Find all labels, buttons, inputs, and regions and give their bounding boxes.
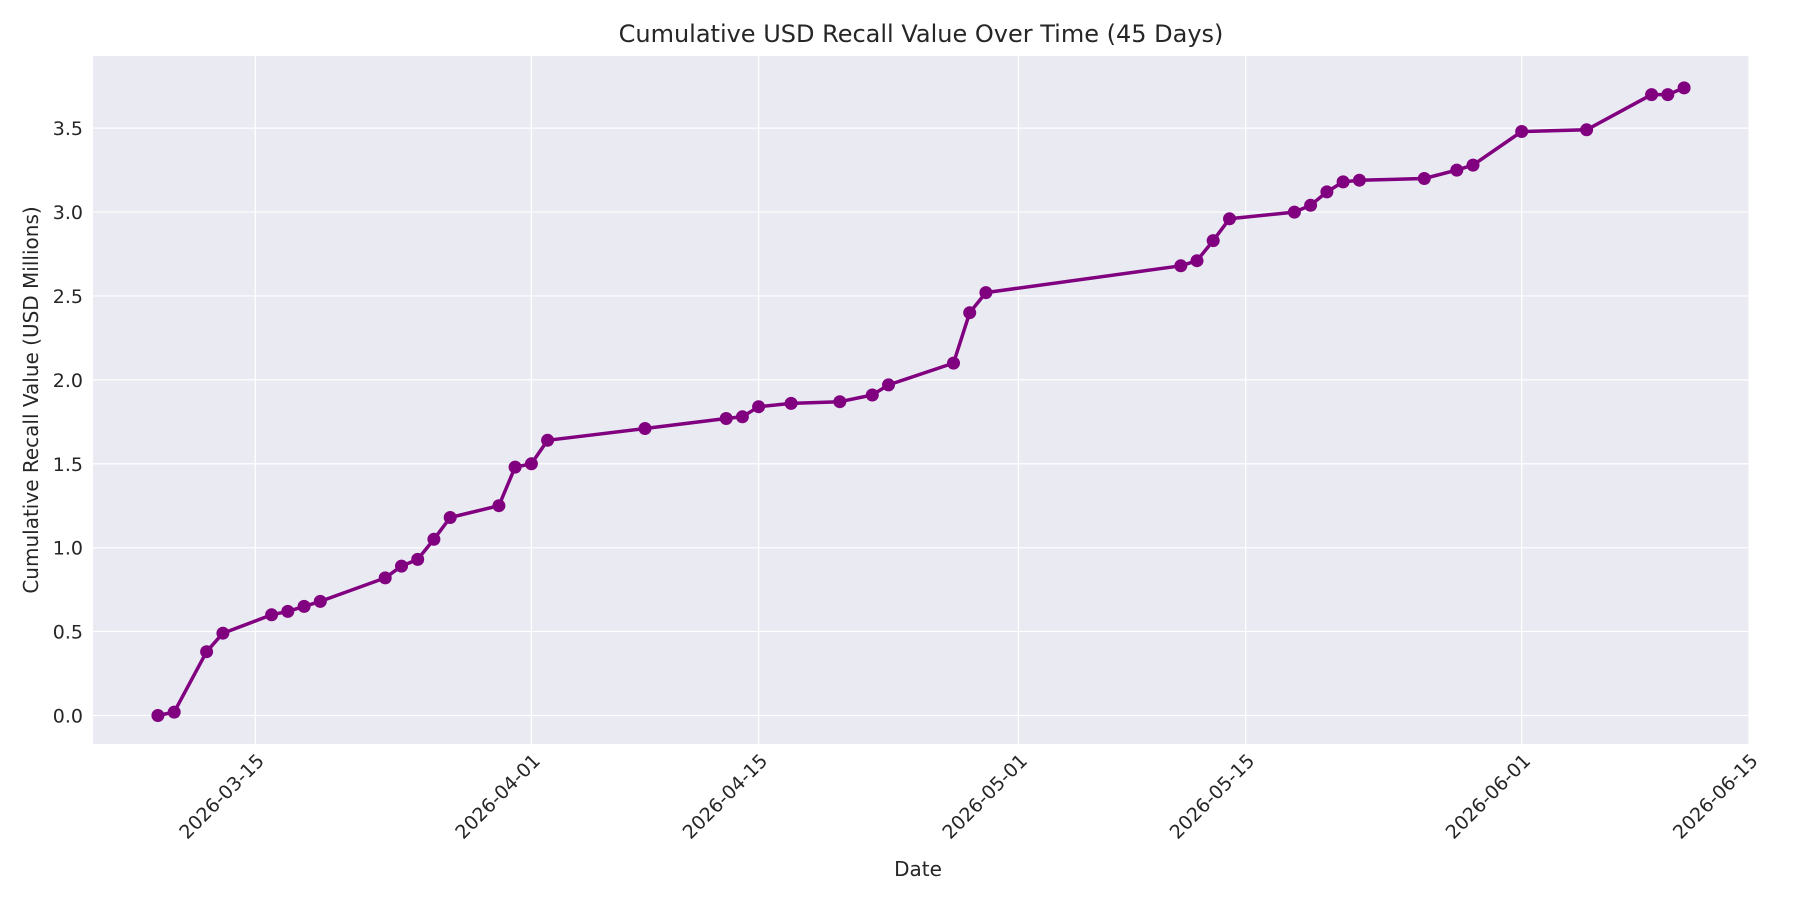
data-point — [541, 433, 555, 447]
data-point — [833, 395, 847, 409]
data-point — [297, 599, 311, 613]
data-point — [492, 499, 506, 513]
y-tick-label: 1.5 — [53, 454, 83, 476]
data-point — [1287, 205, 1301, 219]
data-point — [947, 356, 960, 370]
data-point — [882, 378, 895, 392]
data-point — [1174, 259, 1188, 273]
data-point — [395, 559, 408, 573]
data-point — [1515, 125, 1529, 138]
data-point — [1580, 123, 1594, 137]
data-point — [411, 552, 425, 566]
data-point — [1320, 185, 1334, 199]
data-point — [1466, 158, 1480, 172]
data-point — [216, 626, 230, 640]
data-point — [784, 396, 798, 410]
y-tick-label: 3.0 — [53, 202, 83, 224]
plot-area — [93, 56, 1749, 744]
y-tick-label: 3.5 — [53, 118, 83, 140]
data-point — [1661, 88, 1675, 102]
chart-title: Cumulative USD Recall Value Over Time (4… — [619, 20, 1224, 48]
data-point — [1677, 81, 1691, 95]
data-point — [313, 594, 327, 608]
data-point — [865, 388, 879, 402]
data-point — [427, 532, 441, 546]
y-tick-label: 2.5 — [53, 286, 83, 308]
y-tick-label: 1.0 — [53, 538, 83, 560]
data-point — [1206, 234, 1220, 248]
data-point — [1190, 254, 1204, 268]
data-point — [963, 306, 977, 320]
y-tick-label: 2.0 — [53, 370, 83, 392]
y-axis-label: Cumulative Recall Value (USD Millions) — [19, 206, 43, 593]
data-point — [1417, 172, 1431, 185]
data-point — [1223, 212, 1236, 226]
data-point — [719, 412, 733, 425]
data-point — [735, 410, 749, 424]
grid — [93, 56, 1750, 744]
data-point — [167, 705, 181, 719]
series-group — [151, 81, 1691, 722]
data-point — [638, 422, 652, 435]
y-tick-labels: 0.0 0.5 1.0 1.5 2.0 2.5 3.0 3.5 — [53, 118, 83, 727]
data-point — [443, 511, 457, 524]
y-tick-label: 0.0 — [53, 705, 83, 727]
data-point — [1352, 173, 1366, 187]
data-point — [1304, 198, 1318, 212]
data-point — [1450, 163, 1464, 177]
x-axis-label: Date — [894, 857, 942, 881]
y-tick-label: 0.5 — [53, 622, 83, 644]
data-point — [1336, 175, 1350, 189]
data-point — [200, 645, 214, 659]
data-point — [281, 604, 295, 618]
data-point — [508, 460, 522, 474]
data-point — [378, 571, 392, 585]
data-point — [752, 400, 766, 414]
data-point — [265, 608, 279, 622]
data-point — [979, 286, 993, 300]
data-point — [1645, 88, 1659, 102]
data-point — [524, 457, 538, 471]
data-point — [151, 709, 165, 722]
